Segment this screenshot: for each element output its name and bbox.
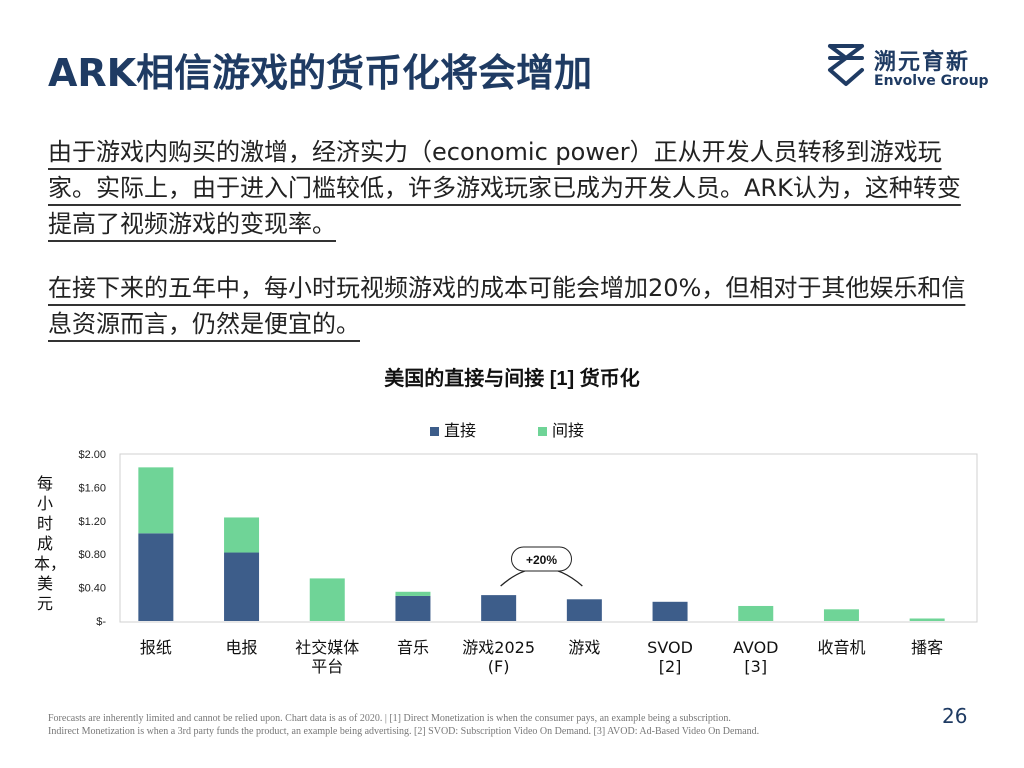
x-tick-label: 报纸: [140, 638, 172, 657]
paragraph-1-text: 由于游戏内购买的激增，经济实力（economic power）正从开发人员转移到…: [48, 138, 961, 238]
x-tick-label: 收音机: [817, 638, 865, 657]
y-axis-label: 每小时成本，美元: [34, 474, 67, 613]
paragraph-2: 在接下来的五年中，每小时玩视频游戏的成本可能会增加20%，但相对于其他娱乐和信息…: [48, 270, 976, 342]
x-tick-label: AVOD: [733, 638, 779, 657]
bar-indirect: [909, 618, 945, 621]
legend-swatch-直接: [430, 427, 439, 436]
bar-indirect: [309, 578, 345, 621]
bar-direct: [652, 601, 688, 621]
y-tick-label: $1.60: [78, 482, 106, 494]
paragraph-2-text: 在接下来的五年中，每小时玩视频游戏的成本可能会增加20%，但相对于其他娱乐和信息…: [48, 274, 966, 338]
y-tick-label: $2.00: [78, 449, 106, 461]
y-tick-label: $1.20: [78, 516, 106, 528]
x-tick-label: 游戏2025: [462, 638, 535, 657]
x-tick-label: [2]: [659, 657, 682, 676]
slide-title: ARK相信游戏的货币化将会增加: [48, 51, 593, 95]
footnote: Forecasts are inherently limited and can…: [48, 712, 908, 738]
y-tick-label: $0.40: [78, 583, 106, 595]
envolve-logo-icon: [828, 44, 864, 86]
page-number: 26: [942, 704, 968, 728]
x-tick-label: 播客: [911, 638, 943, 657]
logo-english-name: Envolve Group: [874, 73, 989, 89]
x-tick-label: SVOD: [647, 638, 693, 657]
footnote-line-2: Indirect Monetization is when a 3rd part…: [48, 726, 760, 737]
bar-indirect: [138, 467, 174, 534]
bar-indirect: [823, 609, 859, 621]
x-tick-label: (F): [488, 657, 510, 676]
bar-direct: [138, 533, 174, 621]
bar-direct: [395, 595, 431, 621]
x-tick-label: 游戏: [568, 638, 600, 657]
x-tick-label: [3]: [744, 657, 767, 676]
chart-title: 美国的直接与间接 [1] 货币化: [384, 368, 640, 390]
bar-direct: [224, 552, 260, 621]
bar-direct: [566, 599, 602, 621]
legend-label: 直接: [444, 421, 476, 440]
x-tick-label: 社交媒体: [295, 638, 359, 657]
annotation-label: +20%: [526, 553, 557, 567]
bar-direct: [481, 595, 517, 621]
footnote-line-1: Forecasts are inherently limited and can…: [48, 713, 731, 724]
plot-frame: [119, 453, 978, 623]
paragraph-1: 由于游戏内购买的激增，经济实力（economic power）正从开发人员转移到…: [48, 134, 976, 242]
legend-swatch-间接: [538, 427, 547, 436]
legend-label: 间接: [552, 421, 584, 440]
annotation-pill: [511, 546, 572, 572]
x-tick-label: 电报: [226, 638, 258, 657]
logo-chinese-name: 溯元育新: [874, 50, 971, 75]
x-tick-label: 平台: [311, 657, 343, 676]
bar-indirect: [738, 605, 774, 621]
y-tick-label: $-: [96, 616, 106, 628]
company-logo: 溯元育新 Envolve Group: [826, 40, 989, 96]
bar-indirect: [395, 591, 431, 596]
y-tick-label: $0.80: [78, 549, 106, 561]
bar-indirect: [224, 517, 260, 553]
x-tick-label: 音乐: [397, 638, 429, 657]
